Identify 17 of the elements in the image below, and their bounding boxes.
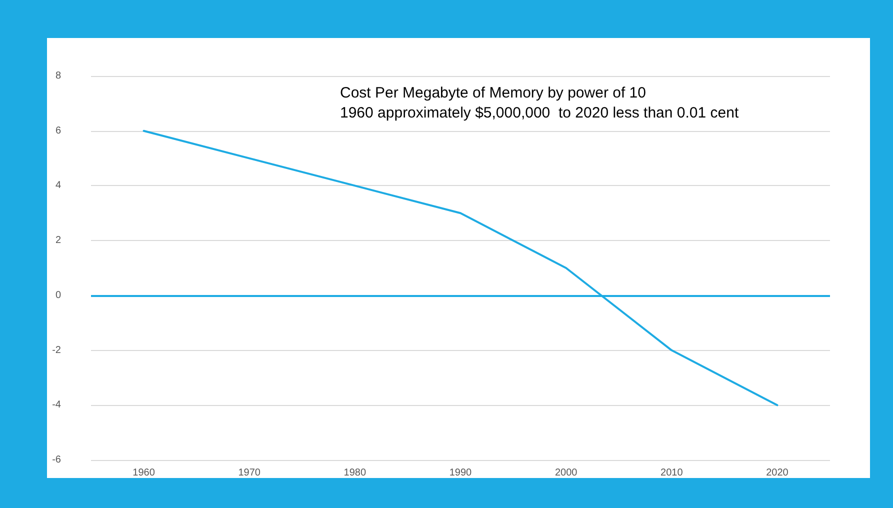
y-tick-label: 0 bbox=[55, 290, 62, 301]
x-tick-label: 1980 bbox=[344, 468, 366, 478]
y-tick-label: 4 bbox=[55, 180, 62, 192]
x-tick-label: 2020 bbox=[766, 468, 789, 478]
y-tick-label: -6 bbox=[52, 454, 62, 466]
x-tick-label: 2010 bbox=[660, 468, 684, 478]
y-tick-label: 6 bbox=[55, 125, 62, 136]
y-tick-label: -4 bbox=[52, 400, 62, 411]
y-tick-label: 2 bbox=[55, 235, 62, 246]
x-tick-label: 2000 bbox=[554, 468, 578, 478]
x-tick-label: 1990 bbox=[449, 468, 472, 478]
y-tick-label: -2 bbox=[52, 344, 62, 356]
text: 1960 approximately $5,000,000 to 2020 less than 0.01 cent bbox=[340, 104, 740, 122]
x-tick-label: 1970 bbox=[238, 468, 261, 478]
y-tick-label: 8 bbox=[55, 70, 62, 82]
x-tick-label: 1960 bbox=[132, 468, 156, 478]
text: Cost Per Megabyte of Memory by power of 10 bbox=[340, 84, 646, 102]
